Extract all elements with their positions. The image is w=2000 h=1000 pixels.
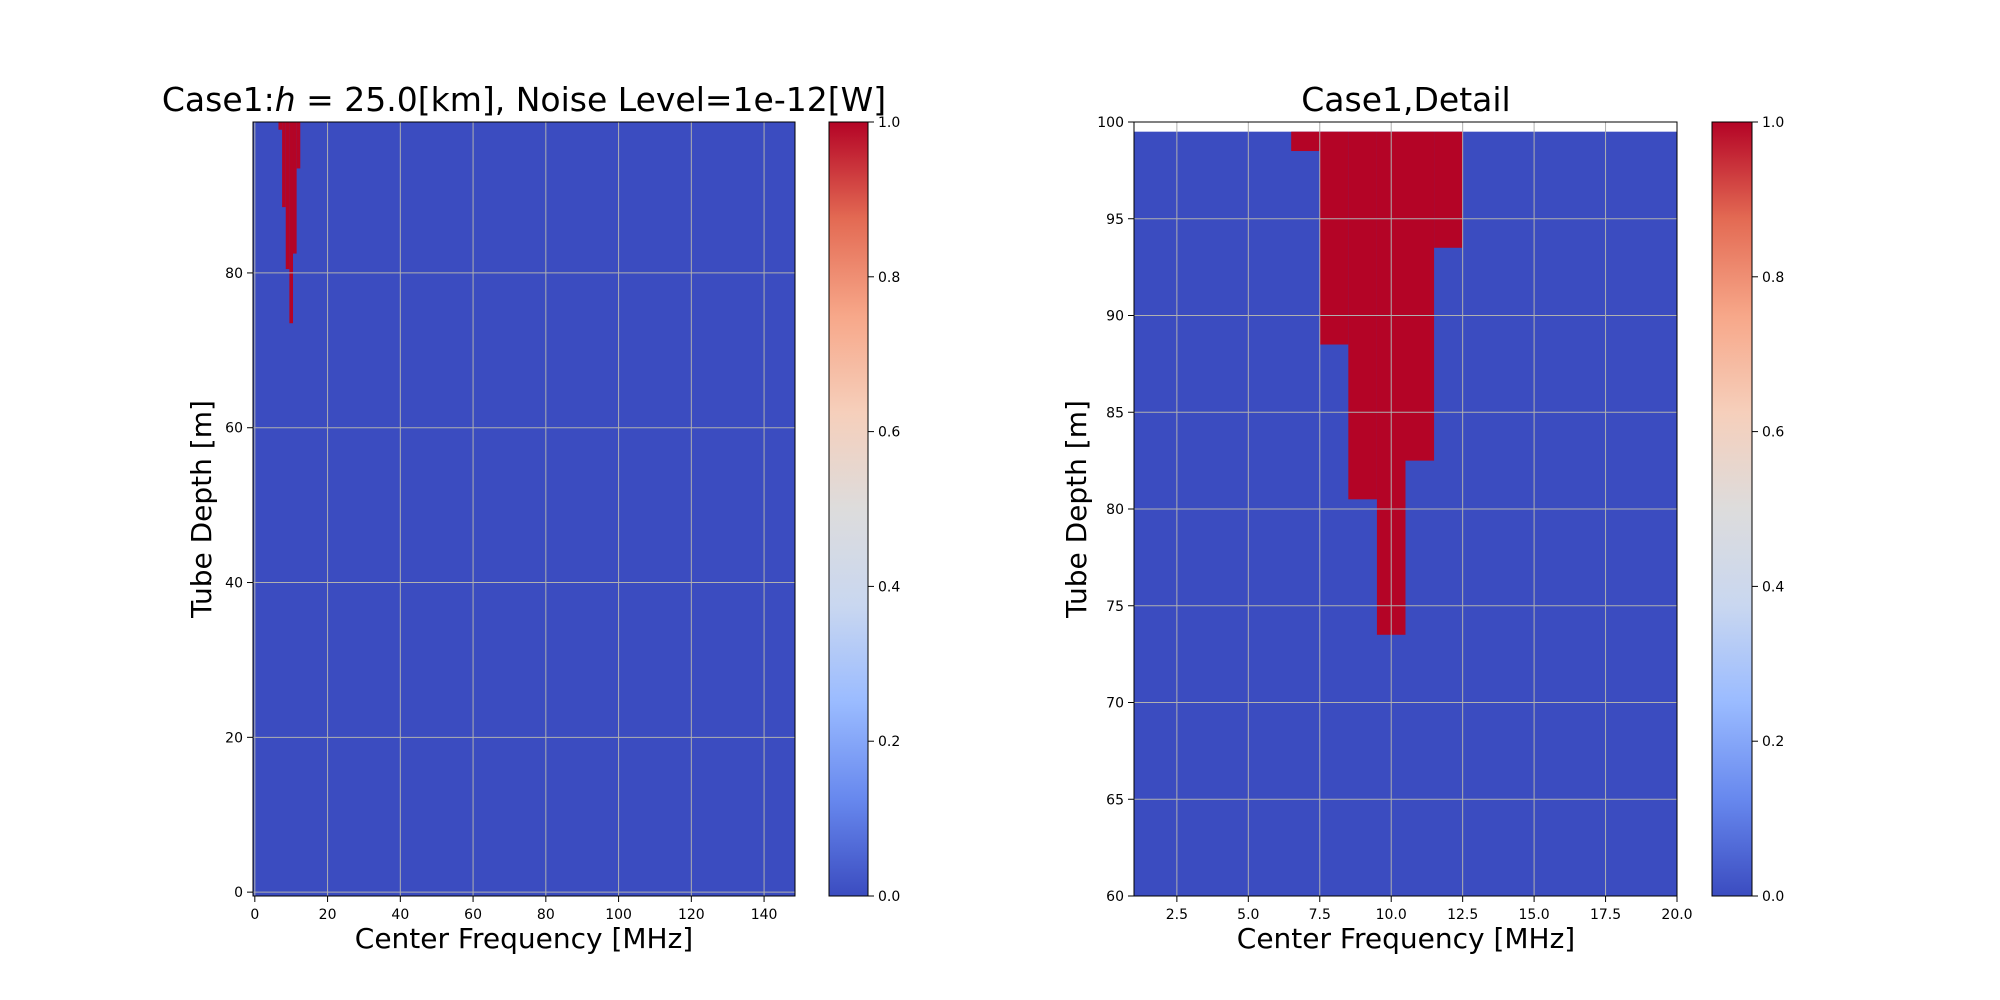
colorbar-tick-label: 0.8 <box>878 270 900 286</box>
colorbar-left: 0.0 0.2 0.4 0.6 0.8 1.0 <box>828 115 900 905</box>
colorbar-tick-label: 0.4 <box>878 579 900 595</box>
x-tick-label: 120 <box>678 907 705 923</box>
chart-left-title: Case1:h = 25.0[km], Noise Level=1e-12[W] <box>162 80 886 119</box>
chart-right: Case1,Detail 2.5 5.0 7.5 10.0 12.5 15.0 17.5 20… <box>1060 80 1693 955</box>
colorbar-tick-label: 0.6 <box>1762 425 1784 441</box>
y-tick-label: 65 <box>1106 792 1124 808</box>
heatmap-cell-0 <box>1291 131 1320 152</box>
chart-right-heatmap <box>1134 131 1677 896</box>
x-tick-label: 80 <box>537 907 555 923</box>
x-tick-label: 100 <box>605 907 632 923</box>
chart-right-x-ticks: 2.5 5.0 7.5 10.0 12.5 15.0 17.5 20.0 <box>1166 896 1693 923</box>
y-tick-label: 95 <box>1106 212 1124 228</box>
x-tick-label: 7.5 <box>1309 907 1331 923</box>
y-tick-label: 0 <box>234 885 243 901</box>
colorbar-tick-label: 0.0 <box>1762 889 1784 905</box>
colorbar-tick-label: 0.8 <box>1762 270 1784 286</box>
heatmap-background <box>253 122 795 896</box>
y-tick-label: 75 <box>1106 599 1124 615</box>
colorbar-tick-label: 1.0 <box>1762 115 1784 131</box>
colorbar-tick-label: 0.2 <box>1762 734 1784 750</box>
heatmap-cell-0 <box>278 122 283 130</box>
chart-left-frame <box>252 121 796 897</box>
chart-left-title-var: h <box>275 80 296 119</box>
heatmap-cell-5 <box>296 122 301 169</box>
chart-right-ylabel: Tube Depth [m] <box>1060 400 1093 619</box>
y-tick-label: 60 <box>1106 889 1124 905</box>
x-tick-label: 60 <box>464 907 482 923</box>
y-tick-label: 20 <box>225 730 243 746</box>
chart-left-x-ticks: 0 20 40 60 80 100 120 140 <box>250 896 777 923</box>
x-tick-label: 15.0 <box>1519 907 1550 923</box>
x-tick-label: 12.5 <box>1447 907 1478 923</box>
x-tick-label: 0 <box>250 907 259 923</box>
x-tick-label: 17.5 <box>1590 907 1621 923</box>
colorbar-tick-label: 0.2 <box>878 734 900 750</box>
x-tick-label: 20.0 <box>1661 907 1692 923</box>
chart-left-title-rest: = 25.0[km], Noise Level=1e-12[W] <box>296 80 886 119</box>
colorbar-tick-label: 0.6 <box>878 425 900 441</box>
chart-right-y-ticks: 60 65 70 75 80 85 90 95 100 <box>1097 115 1134 905</box>
colorbar-tick-label: 0.4 <box>1762 579 1784 595</box>
colorbar-tick-label: 0.0 <box>878 889 900 905</box>
heatmap-cell-1 <box>1319 131 1349 345</box>
colorbar-right: 0.0 0.2 0.4 0.6 0.8 1.0 <box>1711 115 1784 905</box>
colorbar-left-ticks: 0.0 0.2 0.4 0.6 0.8 1.0 <box>868 115 900 905</box>
x-tick-label: 2.5 <box>1166 907 1188 923</box>
y-tick-label: 100 <box>1097 115 1124 131</box>
heatmap-cell-1 <box>282 122 286 208</box>
colorbar-right-gradient <box>1711 121 1753 897</box>
x-tick-label: 140 <box>751 907 778 923</box>
heatmap-cell-3 <box>289 122 294 324</box>
chart-left-grid <box>253 122 795 896</box>
chart-left: Case1:h = 25.0[km], Noise Level=1e-12[W]… <box>162 80 886 955</box>
colorbar-right-ticks: 0.0 0.2 0.4 0.6 0.8 1.0 <box>1752 115 1784 905</box>
colorbar-left-gradient <box>828 121 869 897</box>
y-tick-label: 70 <box>1106 696 1124 712</box>
chart-left-ylabel: Tube Depth [m] <box>185 400 218 619</box>
y-tick-label: 85 <box>1106 405 1124 421</box>
chart-left-y-ticks: 0 20 40 60 80 <box>225 266 253 901</box>
chart-left-xlabel: Center Frequency [MHz] <box>355 922 693 955</box>
chart-left-heatmap <box>253 122 795 896</box>
x-tick-label: 40 <box>391 907 409 923</box>
heatmap-cell-5 <box>1434 131 1463 248</box>
y-tick-label: 60 <box>225 421 243 437</box>
heatmap-cell-2 <box>285 122 290 270</box>
x-tick-label: 10.0 <box>1376 907 1407 923</box>
chart-right-xlabel: Center Frequency [MHz] <box>1237 922 1575 955</box>
x-tick-label: 5.0 <box>1237 907 1259 923</box>
y-tick-label: 80 <box>225 266 243 282</box>
chart-left-title-prefix: Case1: <box>162 80 275 119</box>
y-tick-label: 80 <box>1106 502 1124 518</box>
heatmap-cell-4 <box>293 122 297 254</box>
y-tick-label: 40 <box>225 576 243 592</box>
y-tick-label: 90 <box>1106 309 1124 325</box>
x-tick-label: 20 <box>319 907 337 923</box>
colorbar-tick-label: 1.0 <box>878 115 900 131</box>
heatmap-cell-4 <box>1405 131 1435 461</box>
chart-right-title: Case1,Detail <box>1301 80 1510 119</box>
